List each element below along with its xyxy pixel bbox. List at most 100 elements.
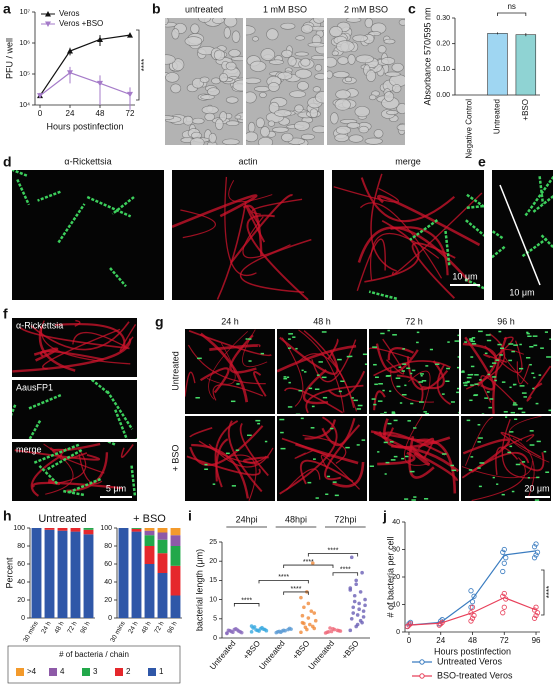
micrograph-texture xyxy=(358,125,369,134)
micrograph-texture xyxy=(268,59,285,65)
data-point xyxy=(501,546,507,553)
micrograph xyxy=(277,329,367,414)
bar xyxy=(487,33,508,96)
micrograph-texture xyxy=(458,411,459,414)
micrograph-texture xyxy=(191,117,205,125)
y-tick-label: 60 xyxy=(17,561,25,568)
micrograph xyxy=(277,416,367,501)
micrograph-texture xyxy=(462,382,468,384)
micrograph-texture xyxy=(546,356,551,358)
micrograph-texture xyxy=(471,343,477,345)
micrograph-texture xyxy=(509,386,512,389)
micrograph-texture xyxy=(171,58,185,71)
data-point xyxy=(469,604,476,610)
micrograph xyxy=(12,442,137,501)
micrograph-texture xyxy=(165,54,176,65)
micrograph-texture xyxy=(242,216,291,259)
micrograph-texture xyxy=(354,106,370,118)
data-point xyxy=(355,613,360,617)
micrograph-texture xyxy=(477,424,481,426)
micrograph-texture xyxy=(518,367,524,370)
micrograph-texture xyxy=(467,380,470,383)
micrograph-texture xyxy=(327,70,333,79)
y-axis-label: bacterial length (μm) xyxy=(194,549,204,631)
micrograph-texture xyxy=(206,342,236,385)
micrograph-texture xyxy=(401,457,405,460)
micrograph-texture xyxy=(538,176,545,204)
micrograph-texture xyxy=(254,85,271,92)
micrograph-texture xyxy=(361,439,366,441)
micrograph-texture xyxy=(294,449,315,459)
panel-label: h xyxy=(3,508,12,524)
data-point xyxy=(363,603,367,608)
micrograph-texture xyxy=(182,115,194,126)
micrograph-texture xyxy=(225,96,239,104)
micrograph-texture xyxy=(513,402,517,404)
data-point xyxy=(533,552,539,558)
micrograph-texture xyxy=(239,422,269,477)
micrograph-texture xyxy=(37,190,61,202)
micrograph-texture xyxy=(68,477,102,494)
data-point xyxy=(349,617,354,621)
micrograph-texture xyxy=(207,87,220,97)
x-tick-label: 30 mins xyxy=(22,620,40,644)
data-point xyxy=(351,611,356,615)
micrograph-texture xyxy=(327,475,331,478)
micrograph-texture xyxy=(295,347,298,350)
micrograph-texture xyxy=(404,498,409,500)
micrograph-texture xyxy=(312,125,324,134)
micrograph-texture xyxy=(368,290,398,300)
micrograph-texture xyxy=(252,36,259,42)
micrograph-texture xyxy=(172,194,258,228)
micrograph-texture xyxy=(383,411,387,414)
y-tick-label: 80 xyxy=(17,543,25,550)
data-point xyxy=(254,628,258,632)
micrograph-texture xyxy=(281,132,294,143)
micrograph-texture xyxy=(315,497,319,499)
micrograph-texture xyxy=(248,360,252,362)
micrograph-texture xyxy=(387,422,392,425)
micrograph-texture xyxy=(191,443,249,499)
bar-segment xyxy=(144,564,155,618)
micrograph-texture xyxy=(292,336,296,338)
micrograph-texture xyxy=(492,245,506,259)
micrograph-texture xyxy=(413,496,417,498)
data-point xyxy=(332,627,337,632)
micrograph-texture xyxy=(313,458,316,460)
bar-segment xyxy=(118,528,129,618)
micrograph-texture xyxy=(356,444,360,446)
micrograph-texture xyxy=(356,408,362,410)
micrograph-texture xyxy=(529,444,535,446)
y-tick-label: 25 xyxy=(209,539,217,546)
bar-segment xyxy=(70,528,81,532)
panel-label: b xyxy=(152,1,161,17)
micrograph-texture xyxy=(28,419,42,439)
micrograph-texture xyxy=(515,413,520,414)
micrograph-texture xyxy=(532,194,553,213)
micrograph-texture xyxy=(368,31,382,37)
micrograph-texture xyxy=(260,48,276,61)
micrograph-texture xyxy=(212,18,225,24)
bar xyxy=(515,34,537,96)
micrograph-texture xyxy=(120,444,134,458)
y-tick-label: 100 xyxy=(100,525,112,532)
micrograph-texture xyxy=(280,431,284,434)
micrograph-texture xyxy=(466,419,471,422)
micrograph-texture xyxy=(386,110,399,116)
micrograph-texture xyxy=(416,438,457,494)
y-tick-label: 0 xyxy=(21,615,25,622)
micrograph-texture xyxy=(332,71,350,79)
y-tick-label: 0.20 xyxy=(436,41,450,48)
data-point xyxy=(471,593,477,599)
bar-segment xyxy=(83,529,94,535)
data-point xyxy=(358,618,363,623)
micrograph-texture xyxy=(288,381,291,384)
micrograph-texture xyxy=(441,453,447,455)
micrograph-texture xyxy=(518,407,523,410)
legend-box xyxy=(7,645,181,684)
y-tick-label: 0.00 xyxy=(436,92,450,99)
micrograph-texture xyxy=(479,462,485,464)
x-tick-label: 48 h xyxy=(140,620,153,635)
micrograph-texture xyxy=(464,278,484,290)
micrograph-texture xyxy=(416,341,419,344)
